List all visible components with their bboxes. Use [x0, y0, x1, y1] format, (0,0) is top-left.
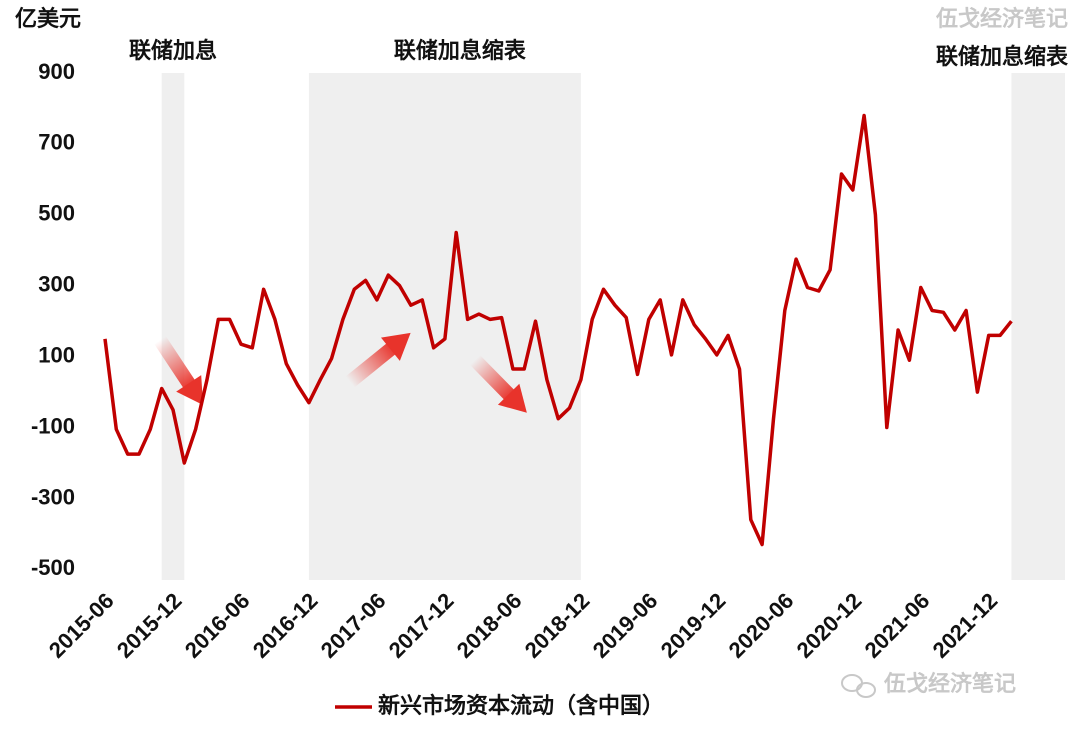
x-tick-label: 2015-06	[44, 588, 119, 663]
watermark: 伍戈经济笔记	[935, 6, 1068, 31]
x-tick-label: 2019-12	[656, 588, 731, 663]
shaded-regions	[161, 73, 1065, 580]
y-axis-label: 亿美元	[15, 6, 81, 31]
y-tick-label: 500	[38, 201, 75, 226]
y-tick-label: -100	[31, 413, 75, 438]
x-tick-label: 2016-12	[248, 588, 323, 663]
y-tick-label: -300	[31, 484, 75, 509]
region-label: 联储加息缩表	[394, 38, 527, 63]
watermark-logo	[841, 674, 876, 698]
watermark: 伍戈经济笔记	[883, 671, 1016, 696]
arrow	[345, 332, 411, 388]
y-tick-label: 900	[38, 59, 75, 84]
y-tick-label: -500	[31, 555, 75, 580]
arrow	[154, 336, 204, 406]
x-tick-label: 2016-06	[180, 588, 255, 663]
x-tick-label: 2017-06	[316, 588, 391, 663]
legend-label: 新兴市场资本流动（含中国）	[378, 693, 664, 718]
y-tick-label: 700	[38, 130, 75, 155]
region-label: 联储加息缩表	[936, 44, 1069, 69]
arrow	[470, 355, 527, 413]
x-tick-label: 2020-12	[792, 588, 867, 663]
arrows	[154, 332, 527, 413]
x-tick-label: 2021-12	[928, 588, 1003, 663]
x-tick-label: 2018-06	[452, 588, 527, 663]
shaded-region	[1011, 73, 1065, 580]
y-tick-label: 100	[38, 342, 75, 367]
x-tick-label: 2021-06	[860, 588, 935, 663]
data-line	[103, 113, 1013, 547]
region-label: 联储加息	[129, 38, 217, 63]
y-tick-label: 300	[38, 272, 75, 297]
x-tick-label: 2020-06	[724, 588, 799, 663]
x-tick-label: 2019-06	[588, 588, 663, 663]
x-tick-label: 2018-12	[520, 588, 595, 663]
x-tick-label: 2015-12	[112, 588, 187, 663]
x-tick-label: 2017-12	[384, 588, 459, 663]
shaded-region	[161, 73, 185, 580]
